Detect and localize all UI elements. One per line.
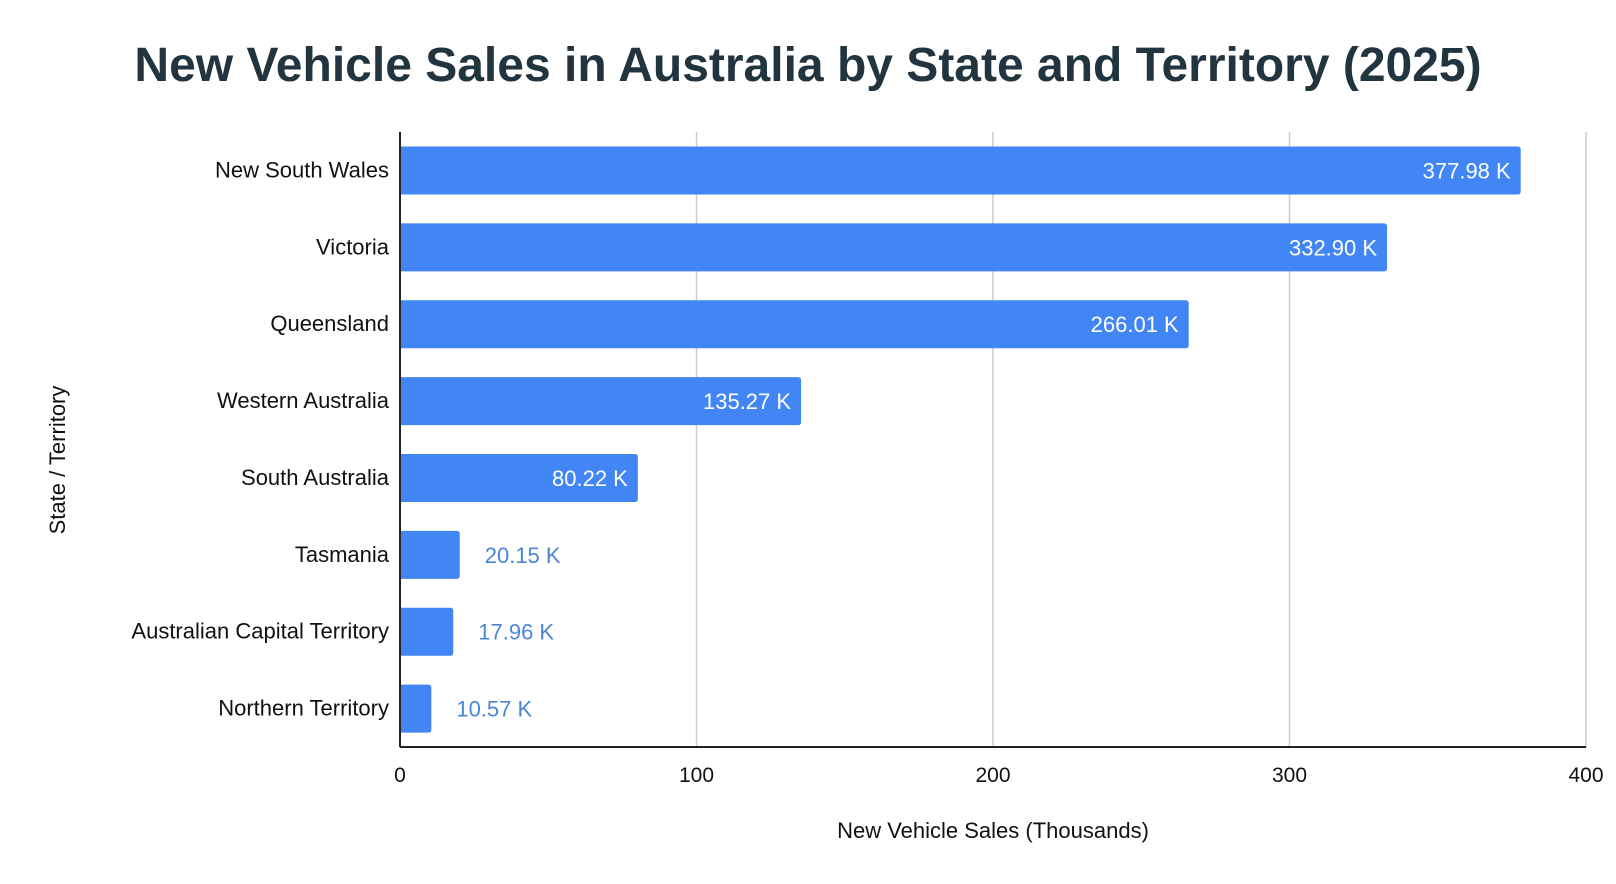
data-labels: 377.98 K 332.90 K 266.01 K 135.27 K 80.22 K 2…	[456, 158, 1511, 721]
x-tick-label: 0	[394, 764, 406, 787]
x-tick-labels: 0 100 200 300 400	[394, 764, 1603, 787]
bar	[400, 377, 802, 426]
data-label: 377.98 K	[1423, 158, 1511, 183]
category-label: Queensland	[270, 311, 389, 336]
x-axis-title: New Vehicle Sales (Thousands)	[837, 818, 1149, 843]
y-axis-title-text: State / Territory	[45, 385, 70, 535]
x-tick-label: 400	[1568, 764, 1603, 787]
data-label: 20.15 K	[485, 543, 561, 568]
x-tick-label: 200	[975, 764, 1010, 787]
data-label: 80.22 K	[552, 466, 628, 491]
category-label: South Australia	[241, 465, 390, 490]
axes	[399, 132, 1586, 748]
x-tick-label: 300	[1272, 764, 1307, 787]
chart-title: New Vehicle Sales in Australia by State …	[134, 39, 1482, 92]
category-label: Northern Territory	[218, 696, 389, 721]
bar	[400, 453, 638, 502]
x-tick-label: 100	[679, 764, 714, 787]
data-label: 266.01 K	[1091, 312, 1179, 337]
data-label: 10.57 K	[456, 697, 532, 722]
category-label: Australian Capital Territory	[131, 619, 389, 644]
bar	[400, 684, 432, 733]
bar	[400, 146, 1521, 195]
data-label: 135.27 K	[703, 389, 791, 414]
category-label: New South Wales	[215, 157, 389, 182]
bar	[400, 530, 460, 579]
category-label: Tasmania	[295, 542, 390, 567]
category-labels: New South Wales Victoria Queensland Western…	[131, 157, 389, 720]
bar	[400, 223, 1388, 272]
category-label: Western Australia	[217, 388, 390, 413]
bar	[400, 300, 1189, 349]
category-label: Victoria	[316, 234, 390, 259]
data-label: 332.90 K	[1289, 235, 1377, 260]
data-label: 17.96 K	[478, 620, 554, 645]
bars	[400, 146, 1521, 733]
bar	[400, 607, 454, 656]
